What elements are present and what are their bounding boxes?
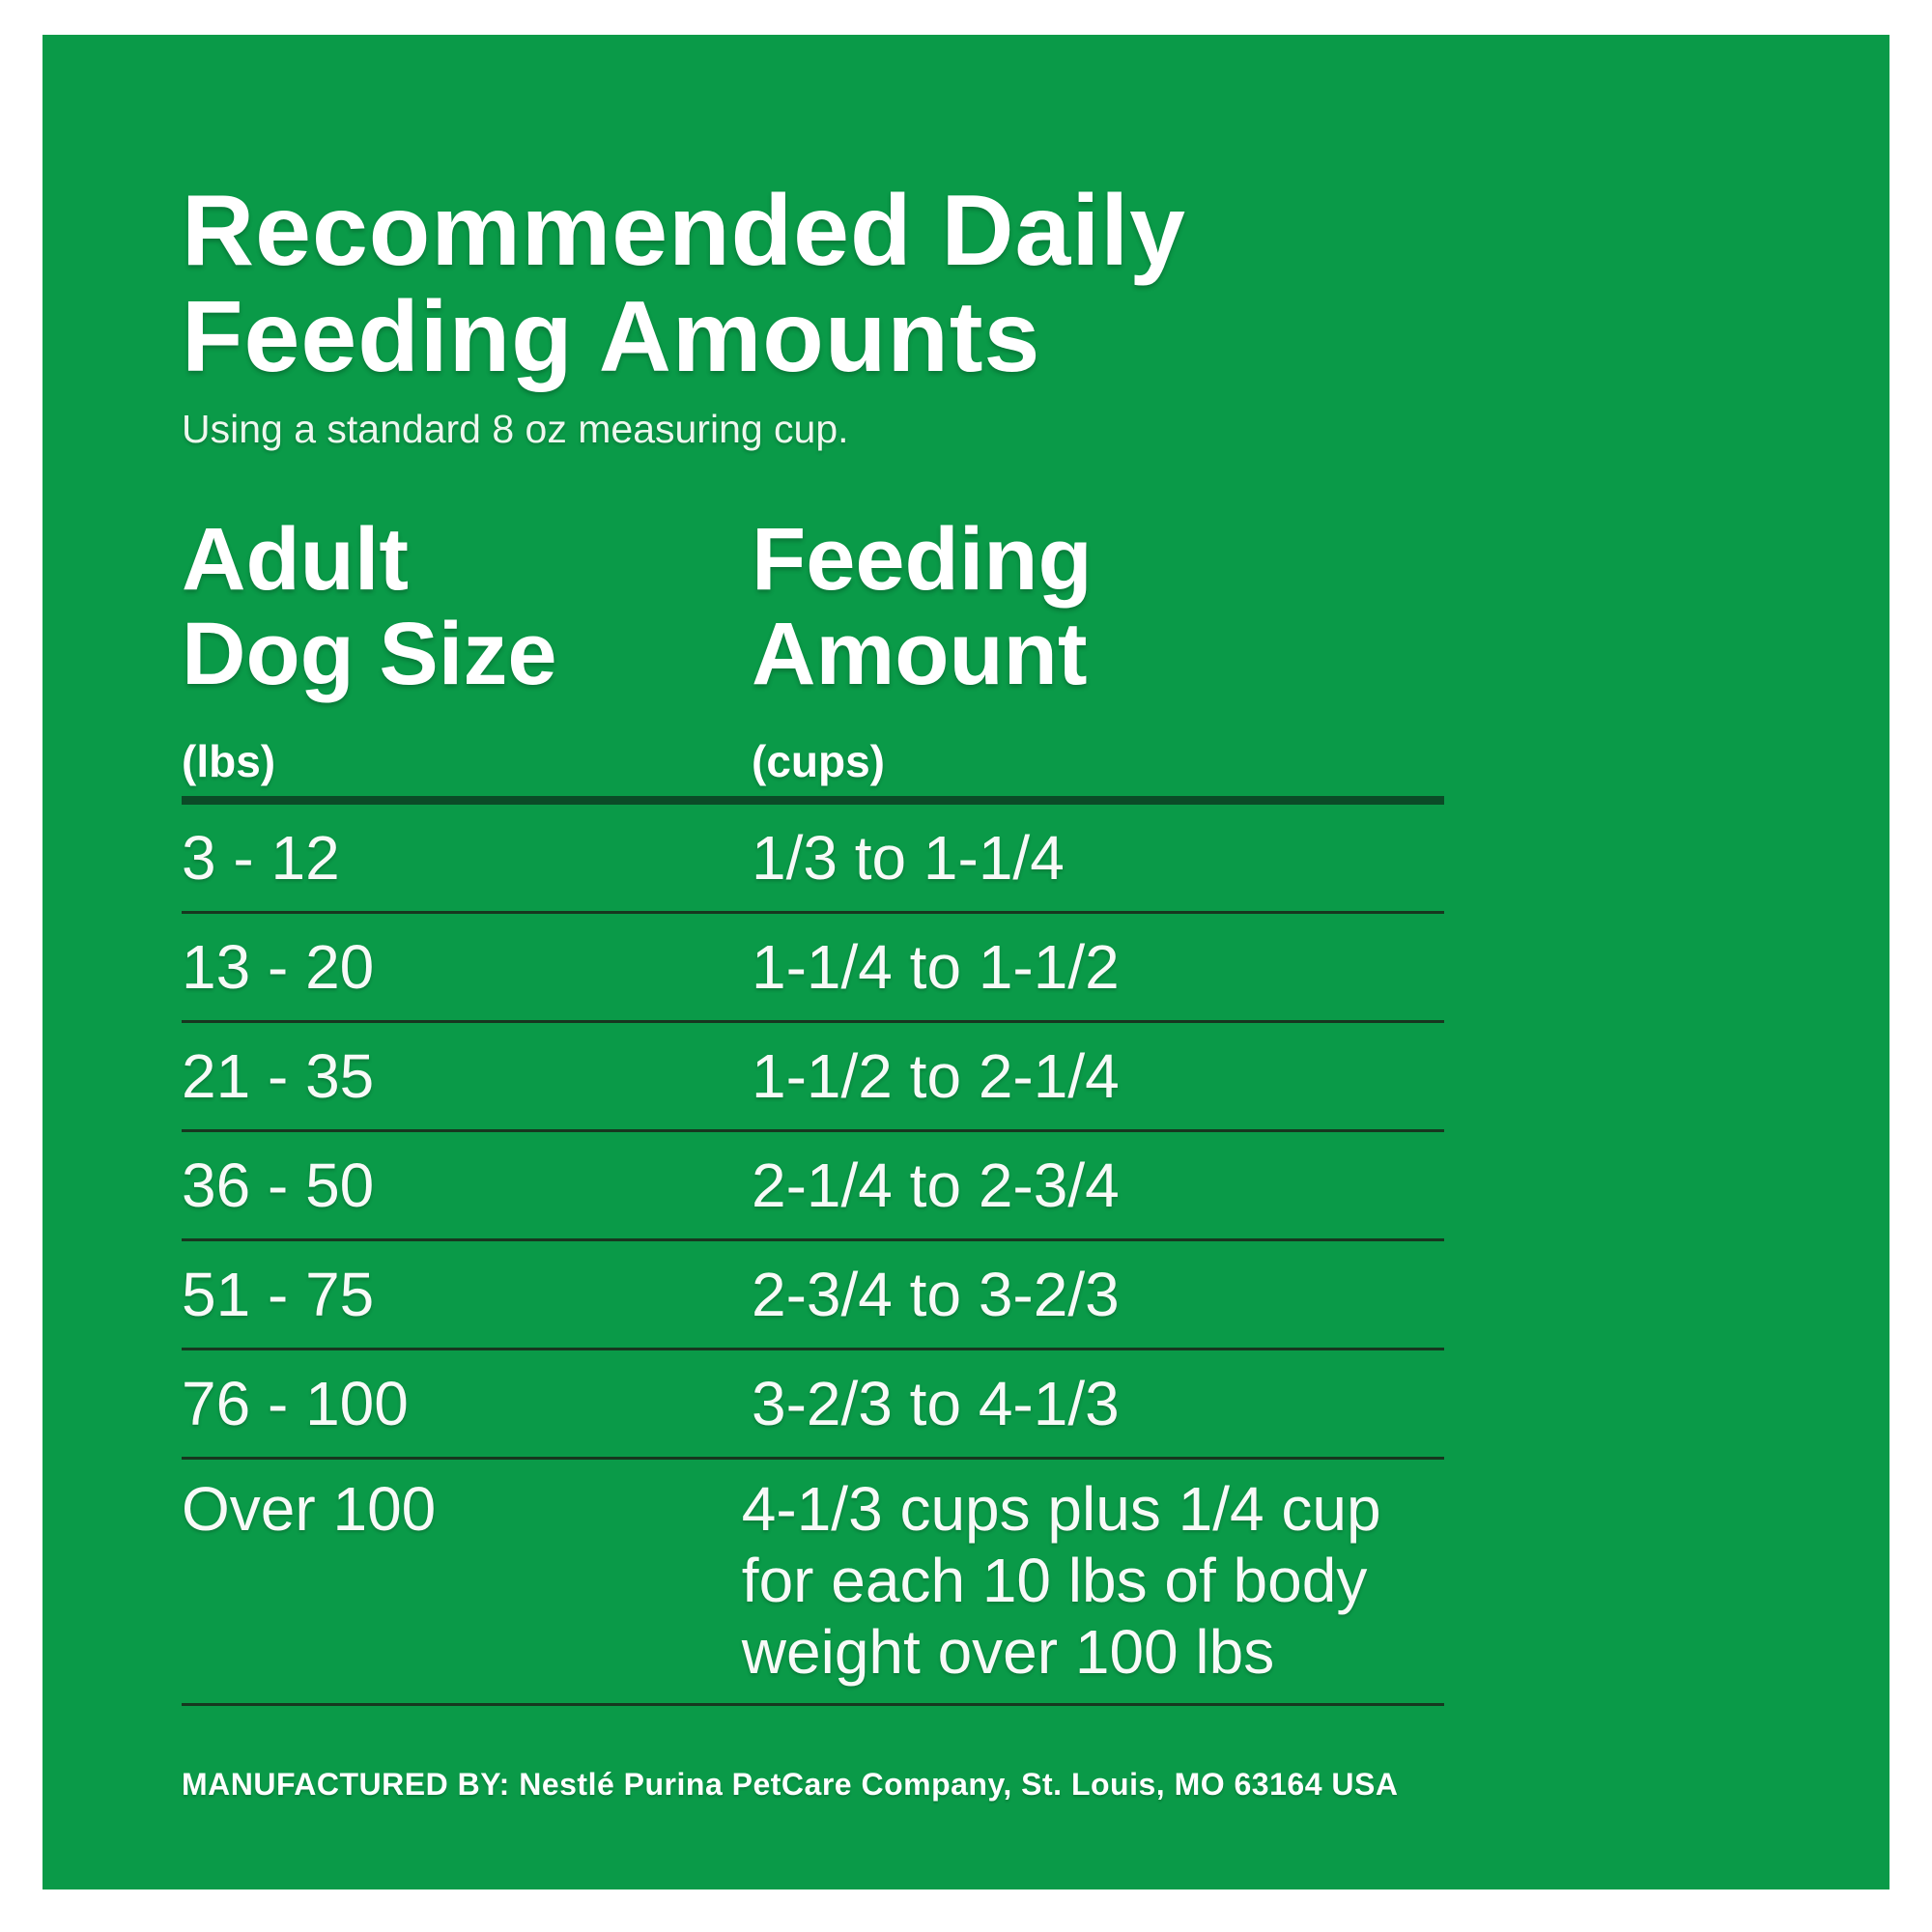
table-row: 51 - 75 2-3/4 to 3-2/3 [182,1238,1444,1348]
dog-size-cell: Over 100 [182,1474,437,1544]
manufacturer-text: MANUFACTURED BY: Nestlé Purina PetCare C… [182,1767,1399,1802]
table-bottom-rule [182,1703,1444,1706]
table-row: Over 100 4-1/3 cups plus 1/4 cup for eac… [182,1457,1444,1703]
label-panel: Recommended Daily Feeding Amounts Using … [43,35,1889,1889]
feeding-amount-cell: 1-1/2 to 2-1/4 [752,1041,1120,1111]
dog-size-header: Adult Dog Size [182,512,752,701]
table-row: 3 - 12 1/3 to 1-1/4 [182,805,1444,911]
header-divider-rule [182,796,1444,805]
dog-size-header-line2: Dog Size [182,605,557,703]
table-row: 13 - 20 1-1/4 to 1-1/2 [182,911,1444,1020]
column-header-dog-size: Adult Dog Size (lbs) [182,512,752,786]
dog-size-cell: 51 - 75 [182,1260,375,1329]
feeding-amount-cell: 1/3 to 1-1/4 [752,823,1065,893]
feeding-amount-unit: (cups) [752,736,885,786]
table-row: 36 - 50 2-1/4 to 2-3/4 [182,1129,1444,1238]
label-content: Recommended Daily Feeding Amounts Using … [182,35,1444,1803]
dog-size-cell: 76 - 100 [182,1369,409,1438]
feeding-amount-header-line1: Feeding [752,510,1093,609]
dog-size-cell: 21 - 35 [182,1041,375,1111]
feeding-table: 3 - 12 1/3 to 1-1/4 13 - 20 1-1/4 to 1-1… [182,805,1444,1706]
dog-size-cell: 3 - 12 [182,823,340,893]
feeding-amount-header: Feeding Amount [752,512,1444,701]
feeding-amount-cell: 1-1/4 to 1-1/2 [752,932,1120,1002]
feeding-amount-header-line2: Amount [752,605,1088,703]
page-title-line1: Recommended Daily [182,175,1186,287]
page-title-line2: Feeding Amounts [182,281,1041,393]
dog-size-header-line1: Adult [182,510,410,609]
table-row: 76 - 100 3-2/3 to 4-1/3 [182,1348,1444,1457]
feeding-amount-cell: 3-2/3 to 4-1/3 [752,1369,1120,1438]
table-row: 21 - 35 1-1/2 to 2-1/4 [182,1020,1444,1129]
feeding-amount-cell: 2-1/4 to 2-3/4 [752,1151,1120,1220]
feeding-amount-cell: 2-3/4 to 3-2/3 [752,1260,1120,1329]
dog-size-unit: (lbs) [182,736,276,786]
subtitle: Using a standard 8 oz measuring cup. [182,407,849,451]
dog-size-cell: 36 - 50 [182,1151,375,1220]
dog-size-cell: 13 - 20 [182,932,375,1002]
feeding-amount-cell: 4-1/3 cups plus 1/4 cup for each 10 lbs … [741,1474,1381,1687]
column-header-feeding-amount: Feeding Amount (cups) [752,512,1444,786]
table-header-row: Adult Dog Size (lbs) Feeding Amount (cup… [182,512,1444,786]
page-title: Recommended Daily Feeding Amounts [182,178,1444,390]
